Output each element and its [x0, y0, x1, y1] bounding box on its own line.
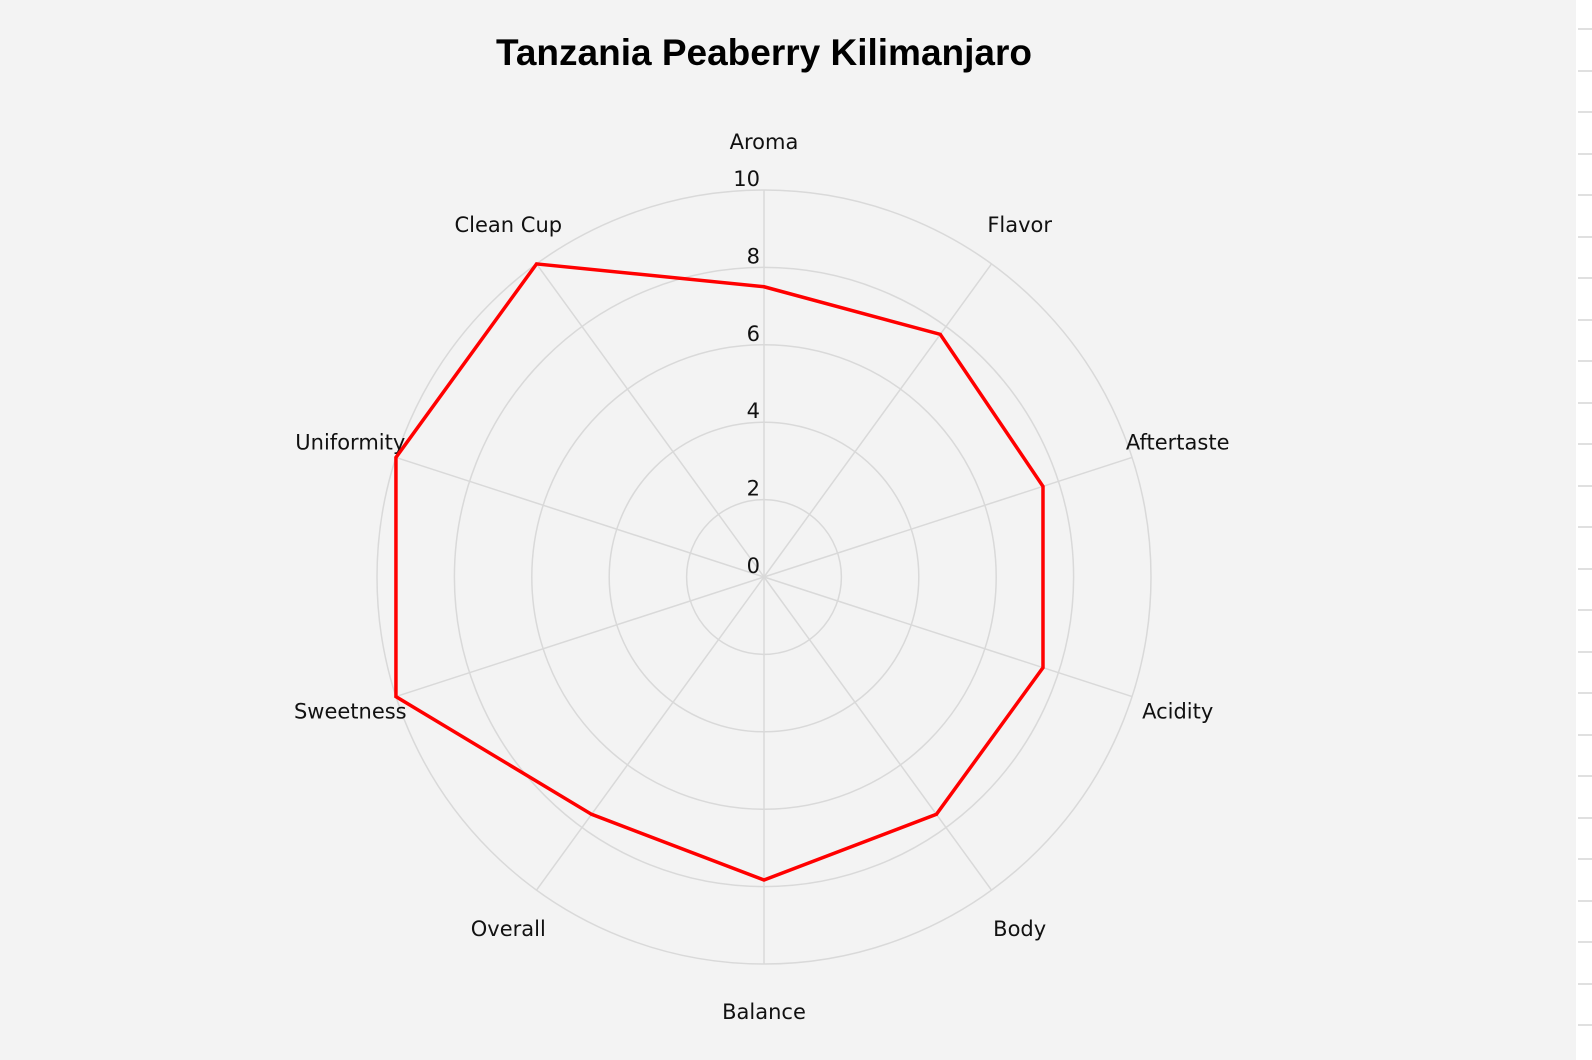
- radial-tick-label: 4: [747, 399, 760, 423]
- strip-tick: [1578, 858, 1592, 860]
- strip-tick: [1578, 401, 1592, 404]
- grid-spoke: [535, 576, 765, 891]
- radial-tick-label: 8: [747, 244, 760, 268]
- data-point: [1041, 484, 1045, 488]
- grid-spoke: [535, 263, 765, 578]
- strip-tick: [1578, 733, 1592, 736]
- strip-tick: [1578, 650, 1592, 653]
- axis-label: Clean Cup: [455, 213, 563, 237]
- chart-title: Tanzania Peaberry Kilimanjaro: [495, 32, 1032, 73]
- grid-spoke: [763, 576, 1133, 698]
- strip-tick: [1578, 277, 1592, 279]
- grid-spoke: [395, 576, 765, 698]
- axis-label: Balance: [722, 1000, 806, 1024]
- strip-tick: [1578, 609, 1592, 611]
- strip-tick: [1578, 111, 1592, 113]
- strip-tick: [1578, 1024, 1592, 1026]
- axis-label: Body: [993, 917, 1046, 941]
- grid-spoke: [763, 576, 993, 891]
- strip-tick: [1578, 318, 1592, 321]
- strip-tick: [1578, 692, 1592, 694]
- radial-tick-label: 6: [747, 322, 760, 346]
- strip-tick: [1578, 775, 1592, 777]
- strip-tick: [1578, 816, 1592, 819]
- data-point: [762, 285, 766, 289]
- radial-tick-label: 10: [733, 167, 760, 191]
- strip-tick: [1578, 526, 1592, 528]
- data-point: [938, 332, 942, 336]
- axis-label: Flavor: [987, 213, 1052, 237]
- radial-tick-label: 2: [747, 477, 760, 501]
- strip-tick: [1578, 235, 1592, 238]
- axis-label: Uniformity: [295, 431, 405, 455]
- data-point: [762, 878, 766, 882]
- strip-tick: [1578, 28, 1592, 30]
- data-point: [394, 455, 398, 459]
- grid-spoke: [763, 263, 993, 578]
- data-point: [590, 812, 594, 816]
- axis-label: Aftertaste: [1126, 431, 1230, 455]
- strip-tick: [1578, 567, 1592, 570]
- strip-tick: [1578, 194, 1592, 196]
- axis-label: Overall: [471, 917, 546, 941]
- radial-tick-label: 0: [747, 554, 760, 578]
- series-line: [394, 262, 1045, 882]
- data-point: [535, 262, 539, 266]
- grid-spoke: [763, 456, 1133, 578]
- scroll-strip: [1576, 0, 1592, 1060]
- grid-spoke: [395, 456, 765, 578]
- data-point: [394, 695, 398, 699]
- strip-tick: [1578, 360, 1592, 362]
- strip-tick: [1578, 899, 1592, 902]
- axis-label: Acidity: [1142, 699, 1213, 723]
- axis-label: Aroma: [730, 130, 799, 154]
- data-point: [1041, 666, 1045, 670]
- strip-tick: [1578, 484, 1592, 487]
- strip-tick: [1578, 443, 1592, 445]
- axis-label: Sweetness: [294, 699, 407, 723]
- strip-tick: [1578, 152, 1592, 155]
- strip-tick: [1578, 941, 1592, 943]
- data-point: [934, 812, 938, 816]
- strip-tick: [1578, 982, 1592, 985]
- strip-tick: [1578, 69, 1592, 72]
